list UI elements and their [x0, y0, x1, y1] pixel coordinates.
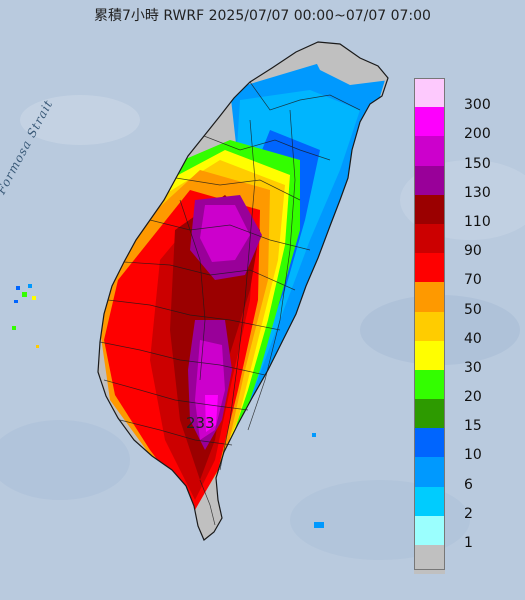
- county-boundaries: [99, 81, 361, 526]
- legend-label: 6: [464, 476, 473, 493]
- cloud-patch: [0, 420, 130, 500]
- legend-label: 150: [464, 155, 491, 172]
- legend-label: 30: [464, 359, 482, 376]
- rain-150-zone: [200, 205, 250, 262]
- rain-200-zone: [205, 395, 218, 432]
- legend-swatch: [414, 223, 445, 254]
- legend-row: 200: [414, 107, 514, 142]
- legend-row: 40: [414, 311, 514, 347]
- legend-label: 130: [464, 184, 491, 201]
- legend-row: 110: [414, 194, 514, 230]
- legend-row: 1: [414, 515, 514, 551]
- legend-row: 90: [414, 223, 514, 259]
- legend-row: 50: [414, 282, 514, 318]
- max-value-label: 233: [186, 414, 215, 432]
- legend-row: 6: [414, 457, 514, 493]
- legend-swatch: [414, 165, 445, 195]
- legend-row: 70: [414, 253, 514, 288]
- legend-row: 150: [414, 136, 514, 172]
- legend-label: 40: [464, 330, 482, 347]
- legend-swatch: [414, 515, 445, 545]
- legend-swatch: [414, 194, 445, 224]
- legend-swatch: [414, 107, 445, 137]
- legend-swatch: [414, 428, 445, 458]
- legend-label: 110: [464, 213, 491, 230]
- legend-row: 20: [414, 369, 514, 405]
- legend-label: 15: [464, 418, 482, 435]
- legend-swatch: [414, 340, 445, 370]
- legend-row: 130: [414, 165, 514, 201]
- legend-swatch: [414, 282, 445, 312]
- legend-row: 300: [414, 78, 514, 113]
- legend-swatch: [414, 457, 445, 487]
- legend-row: 10: [414, 428, 514, 463]
- legend-label: 20: [464, 389, 482, 406]
- legend-label: 70: [464, 272, 482, 289]
- legend-swatch: [414, 78, 445, 108]
- legend-swatch: [414, 486, 445, 516]
- legend-row: 15: [414, 399, 514, 434]
- legend-label: 200: [464, 126, 491, 143]
- penghu-islands: [12, 284, 39, 348]
- legend-row: 2: [414, 486, 514, 522]
- legend: 300 200 150 130 110 90 70 50 40 30 20 15 10 6 2 1: [414, 78, 514, 575]
- legend-label: 10: [464, 447, 482, 464]
- legend-swatch: [414, 136, 445, 166]
- legend-swatch: [414, 545, 445, 575]
- legend-label: 300: [464, 97, 491, 114]
- legend-label: 90: [464, 243, 482, 260]
- legend-row: [414, 545, 514, 575]
- legend-label: 1: [464, 535, 473, 551]
- legend-swatch: [414, 311, 445, 341]
- legend-swatch: [414, 253, 445, 283]
- lyudao-island: [312, 433, 316, 437]
- legend-label: 2: [464, 505, 473, 522]
- lanyu-island: [314, 522, 324, 528]
- legend-label: 50: [464, 301, 482, 318]
- cloud-patch: [20, 95, 140, 145]
- map-title: 累積7小時 RWRF 2025/07/07 00:00~07/07 07:00: [94, 8, 431, 24]
- legend-swatch: [414, 369, 445, 400]
- legend-swatch: [414, 399, 445, 429]
- legend-row: 30: [414, 340, 514, 376]
